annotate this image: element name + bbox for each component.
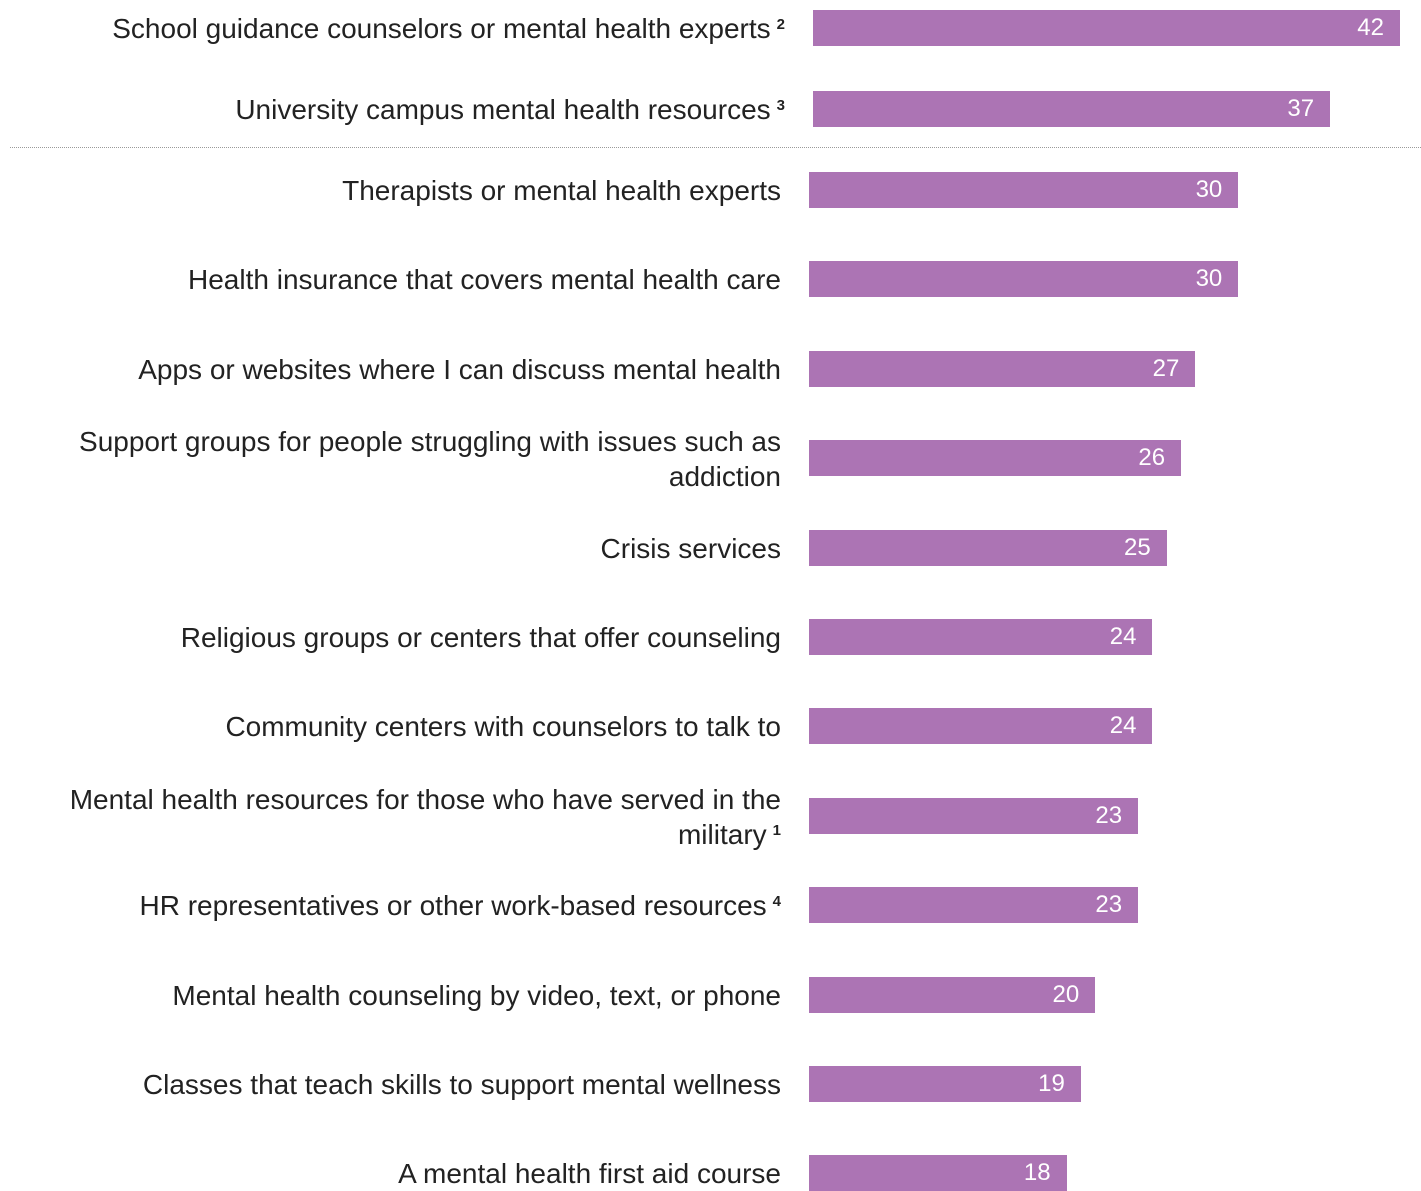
category-label: Mental health counseling by video, text,… [21,978,781,1013]
category-label: HR representatives or other work-based r… [21,888,782,923]
bar-value-label: 24 [1109,623,1137,650]
footnote-marker: 4 [772,893,781,911]
bar-value-label: 23 [1095,891,1123,919]
category-label: University campus mental health resource… [25,92,785,127]
bar [809,797,1139,834]
category-label-text: Mental health counseling by video, text,… [172,979,781,1011]
category-label: Health insurance that covers mental heal… [21,262,781,297]
category-label-text: Therapists or mental health experts [342,175,781,206]
footnote-marker: 2 [776,16,785,33]
bar [809,1066,1081,1102]
bar-value-label: 26 [1138,444,1166,472]
bar [809,619,1153,655]
bar [809,440,1182,477]
category-label: Religious groups or centers that offer c… [21,620,781,655]
category-label: School guidance counselors or mental hea… [25,11,785,46]
category-label-text: Support groups for people struggling wit… [79,426,781,493]
bar-value-label: 27 [1152,354,1180,382]
bar-value-label: 30 [1195,265,1223,293]
category-label: A mental health first aid course [21,1156,781,1191]
category-label-text: Mental health resources for those who ha… [69,783,781,850]
category-label: Support groups for people struggling wit… [21,424,781,494]
bar [813,91,1331,127]
bar [809,172,1239,208]
category-label: Classes that teach skills to support men… [21,1067,781,1102]
bar [809,976,1096,1013]
group-divider [10,147,1421,148]
bar [809,1155,1067,1191]
bar [809,529,1167,566]
category-label-text: University campus mental health resource… [235,94,771,125]
bar-value-label: 37 [1287,95,1315,122]
footnote-marker: 3 [776,97,785,114]
bar [809,261,1239,298]
category-label-text: A mental health first aid course [398,1158,781,1190]
bar [809,350,1196,387]
bar-value-label: 20 [1052,980,1080,1008]
category-label: Community centers with counselors to tal… [21,709,781,744]
category-label: Apps or websites where I can discuss men… [21,352,781,387]
category-label: Crisis services [21,531,781,566]
bar [813,10,1400,46]
bar-value-label: 23 [1095,801,1123,829]
category-label-text: Classes that teach skills to support men… [142,1069,781,1100]
bar-value-label: 25 [1124,533,1151,561]
bar-value-label: 19 [1038,1070,1065,1097]
bar-value-label: 42 [1357,14,1384,41]
bar [809,708,1153,745]
bar-value-label: 18 [1023,1159,1051,1187]
category-label-text: School guidance counselors or mental hea… [112,13,771,44]
category-label-text: Crisis services [600,532,781,564]
bar [809,887,1139,924]
bar-value-label: 30 [1195,176,1223,203]
category-label-text: Religious groups or centers that offer c… [180,622,781,653]
category-label-text: Health insurance that covers mental heal… [188,264,781,296]
footnote-marker: 1 [772,821,781,839]
category-label: Therapists or mental health experts [21,173,781,208]
category-label-text: HR representatives or other work-based r… [139,890,767,922]
category-label-text: Community centers with counselors to tal… [225,711,781,743]
bar-value-label: 24 [1109,712,1137,740]
category-label: Mental health resources for those who ha… [21,782,781,852]
category-label-text: Apps or websites where I can discuss men… [138,353,781,385]
